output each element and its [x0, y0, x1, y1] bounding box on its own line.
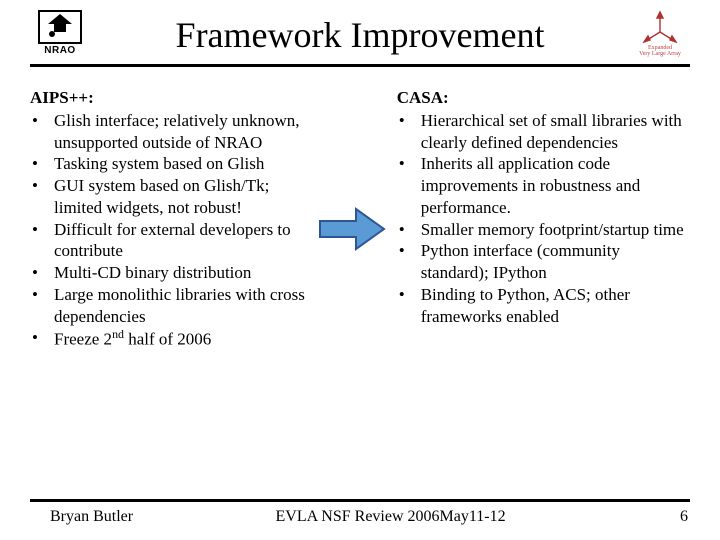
right-item-text: Python interface (community standard); I… [421, 240, 690, 284]
left-item-text: Large monolithic libraries with cross de… [54, 284, 307, 328]
left-item-text: Difficult for external developers to con… [54, 219, 307, 263]
evla-logo: ExpandedVery Large Array [630, 10, 690, 60]
left-item-text: GUI system based on Glish/Tk; limited wi… [54, 175, 307, 219]
right-heading: CASA: [397, 87, 690, 109]
right-item-text: Inherits all application code improvemen… [421, 153, 690, 218]
bullet-icon: • [30, 219, 54, 241]
footer-author: Bryan Butler [50, 508, 133, 526]
left-item: •Large monolithic libraries with cross d… [30, 284, 307, 328]
nrao-logo-text: NRAO [44, 45, 75, 56]
footer-page-number: 6 [648, 508, 688, 526]
footer-event: EVLA NSF Review 2006May11-12 [276, 508, 506, 526]
right-item: •Inherits all application code improveme… [397, 153, 690, 218]
right-column: CASA: •Hierarchical set of small librari… [397, 87, 690, 327]
right-item-text: Smaller memory footprint/startup time [421, 219, 690, 241]
left-item: •GUI system based on Glish/Tk; limited w… [30, 175, 307, 219]
slide-title: Framework Improvement [90, 10, 630, 56]
right-list: •Hierarchical set of small libraries wit… [397, 110, 690, 328]
left-heading: AIPS++: [30, 87, 307, 109]
left-list: •Glish interface; relatively unknown, un… [30, 110, 307, 351]
left-item-text: Glish interface; relatively unknown, uns… [54, 110, 307, 154]
bullet-icon: • [30, 327, 54, 349]
top-rule [30, 64, 690, 67]
right-item-text: Binding to Python, ACS; other frameworks… [421, 284, 690, 328]
left-item-text: Tasking system based on Glish [54, 153, 307, 175]
bullet-icon: • [397, 219, 421, 241]
left-item: •Tasking system based on Glish [30, 153, 307, 175]
bullet-icon: • [397, 240, 421, 262]
content-area: AIPS++: •Glish interface; relatively unk… [30, 87, 690, 493]
bullet-icon: • [30, 262, 54, 284]
left-column: AIPS++: •Glish interface; relatively unk… [30, 87, 307, 351]
left-item: •Glish interface; relatively unknown, un… [30, 110, 307, 154]
nrao-logo: NRAO [30, 10, 90, 60]
bullet-icon: • [30, 153, 54, 175]
right-item: •Smaller memory footprint/startup time [397, 219, 690, 241]
bullet-icon: • [397, 153, 421, 175]
arrow-column [313, 87, 390, 251]
bullet-icon: • [397, 284, 421, 306]
right-item: •Binding to Python, ACS; other framework… [397, 284, 690, 328]
left-item-text: Freeze 2nd half of 2006 [54, 327, 307, 350]
bullet-icon: • [30, 175, 54, 197]
bottom-rule [30, 499, 690, 502]
left-item: •Multi-CD binary distribution [30, 262, 307, 284]
bullet-icon: • [397, 110, 421, 132]
left-item: •Difficult for external developers to co… [30, 219, 307, 263]
right-item: •Hierarchical set of small libraries wit… [397, 110, 690, 154]
left-item-text: Multi-CD binary distribution [54, 262, 307, 284]
evla-logo-text: ExpandedVery Large Array [639, 45, 681, 57]
bullet-icon: • [30, 284, 54, 306]
right-item: •Python interface (community standard); … [397, 240, 690, 284]
footer: Bryan Butler EVLA NSF Review 2006May11-1… [30, 508, 690, 530]
bullet-icon: • [30, 110, 54, 132]
right-item-text: Hierarchical set of small libraries with… [421, 110, 690, 154]
arrow-icon [318, 207, 386, 251]
left-item: •Freeze 2nd half of 2006 [30, 327, 307, 350]
